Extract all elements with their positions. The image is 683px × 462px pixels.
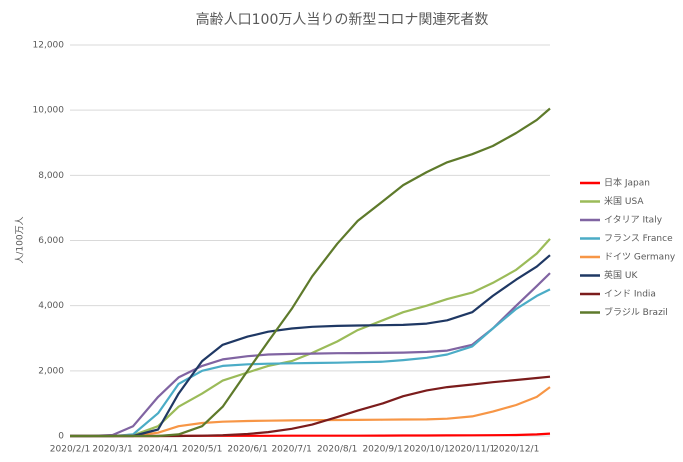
x-tick-label: 2020/8/1 xyxy=(317,445,357,455)
x-tick-label: 2020/3/1 xyxy=(92,445,132,455)
x-tick-label: 2020/2/1 xyxy=(50,445,90,455)
legend-label: 日本 Japan xyxy=(604,177,650,189)
series-line xyxy=(70,288,551,438)
x-tick-label: 2020/6/1 xyxy=(227,445,267,455)
legend-label: イタリア Italy xyxy=(604,215,663,226)
y-tick-label: 6,000 xyxy=(38,236,64,246)
y-axis-label: 人/100万人 xyxy=(15,216,26,263)
x-tick-label: 2020/11/1 xyxy=(449,445,495,455)
series-line xyxy=(70,238,551,438)
x-tick-label: 2020/4/1 xyxy=(138,445,178,455)
y-tick-label: 10,000 xyxy=(33,106,65,116)
legend-label: ドイツ Germany xyxy=(604,253,676,263)
legend-label: 米国 USA xyxy=(604,195,644,207)
series-line xyxy=(70,386,551,438)
x-tick-label: 2020/10/1 xyxy=(404,445,450,455)
y-tick-label: 4,000 xyxy=(38,301,64,311)
y-tick-label: 2,000 xyxy=(38,366,64,376)
series-line xyxy=(70,254,551,438)
x-tick-label: 2020/9/1 xyxy=(362,445,402,455)
y-tick-label: 0 xyxy=(58,432,64,442)
x-tick-label: 2020/7/1 xyxy=(271,445,311,455)
legend-label: インド India xyxy=(604,290,656,300)
y-tick-label: 8,000 xyxy=(38,171,64,181)
chart-title: 高齢人口100万人当りの新型コロナ関連死者数 xyxy=(196,11,489,28)
series-line xyxy=(70,107,551,438)
legend-label: フランス France xyxy=(604,233,673,244)
x-tick-label: 2020/12/1 xyxy=(493,445,539,455)
x-tick-label: 2020/5/1 xyxy=(182,445,222,455)
series-line xyxy=(70,272,551,438)
y-tick-label: 12,000 xyxy=(33,41,65,51)
legend-label: 英国 UK xyxy=(604,269,638,281)
legend-label: ブラジル Brazil xyxy=(604,306,668,318)
